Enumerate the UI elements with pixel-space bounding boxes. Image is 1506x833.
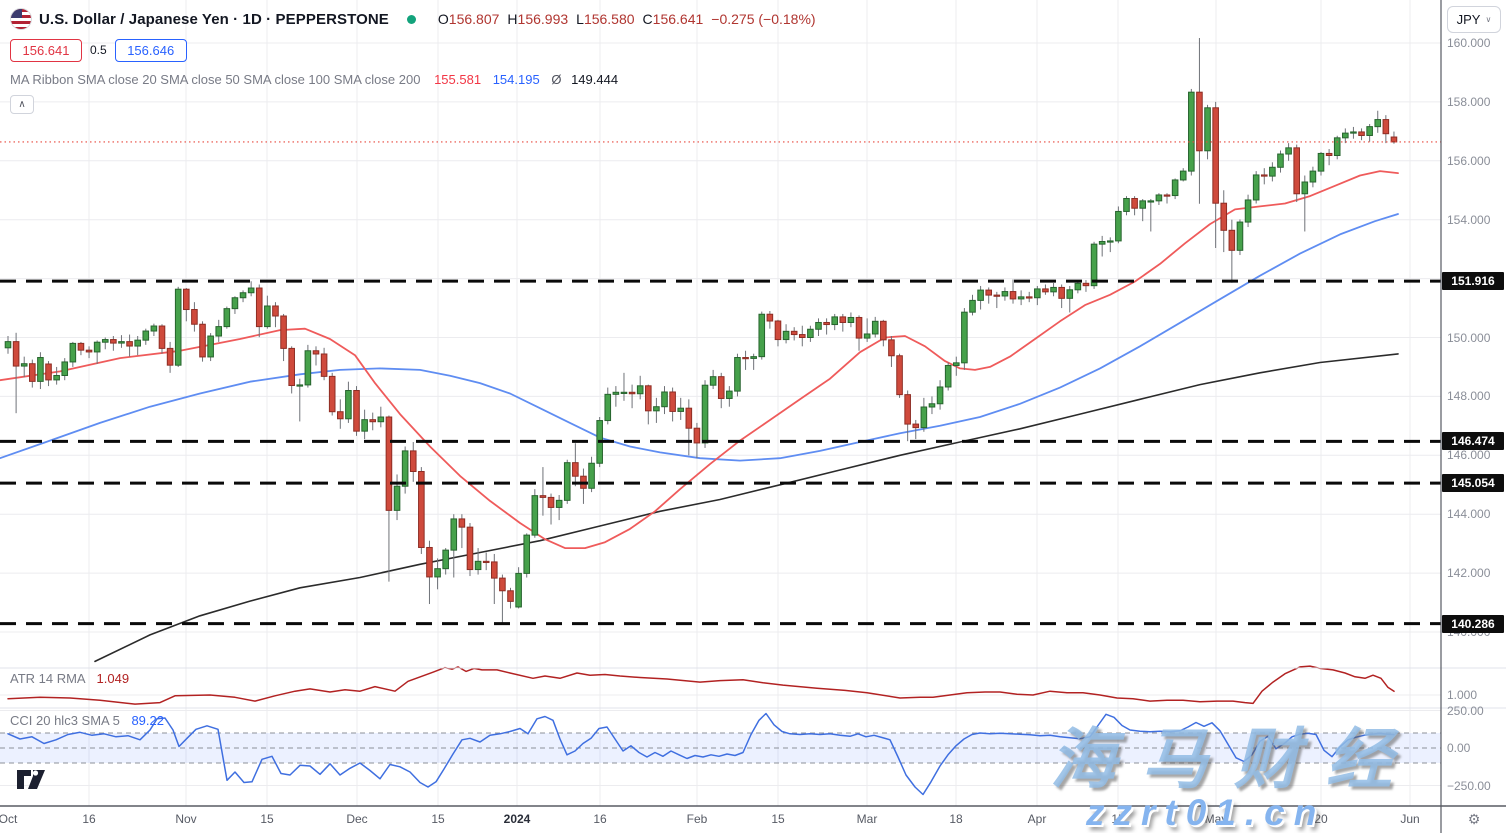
price-level-badge: 151.916 [1442,272,1504,291]
cci-legend: CCI 20 hlc3 SMA 5 89.22 [10,713,164,728]
time-axis-tick: 15 [431,812,445,826]
price-axis-tick: 144.000 [1447,507,1491,522]
ma-ribbon-value-200: 149.444 [571,72,619,87]
atr-label[interactable]: ATR 14 RMA [10,671,85,686]
time-axis-tick: 15 [771,812,785,826]
usd-flag-icon [10,8,32,30]
gear-icon[interactable]: ⚙ [1467,811,1481,827]
price-axis-tick: 142.000 [1447,566,1491,581]
ma-ribbon-label[interactable]: MA Ribbon SMA close 20 SMA close 50 SMA … [10,72,421,87]
price-axis-tick: 146.000 [1447,448,1491,463]
open-label: O [437,11,449,27]
ohlc-readout: O156.807 H156.993 L156.580 C156.641 −0.275 (… [430,11,816,27]
close-label: C [642,11,653,27]
buy-price-button[interactable]: 156.646 [114,38,187,62]
ma-ribbon-legend: MA Ribbon SMA close 20 SMA close 50 SMA … [10,72,816,87]
high-label: H [507,11,518,27]
time-axis-tick: 15 [260,812,274,826]
collapse-indicators-button[interactable]: ∧ [10,95,34,114]
time-axis-tick: Oct [0,812,18,826]
time-axis-tick: 20 [1314,812,1328,826]
price-axis-tick: 150.000 [1447,330,1491,345]
atr-value: 1.049 [96,671,130,686]
price-axis-tick: 148.000 [1447,389,1491,404]
price-axis-tick: 158.000 [1447,94,1491,109]
ma-ribbon-value-100: Ø [551,72,562,87]
time-axis-tick: 16 [593,812,607,826]
change-value: −0.275 (−0.18%) [711,11,816,27]
high-value: 156.993 [517,11,569,27]
time-axis-tick: May [1204,812,1228,826]
bid-ask-row: 156.641 0.5 156.646 [10,38,816,62]
time-axis-tick: Mar [856,812,878,826]
market-status-icon[interactable] [406,14,416,24]
time-axis-tick: Dec [346,812,368,826]
cci-axis-tick: −250.00 [1447,778,1491,793]
ma-ribbon-value-20: 155.581 [434,72,482,87]
time-axis-tick: Feb [686,812,708,826]
symbol-row: U.S. Dollar / Japanese Yen · 1D · PEPPER… [10,6,816,32]
price-level-badge: 145.054 [1442,474,1504,493]
price-axis-tick: 156.000 [1447,153,1491,168]
price-level-badge: 146.474 [1442,432,1504,451]
time-axis-tick: 15 [1111,812,1125,826]
sell-price-button[interactable]: 156.641 [10,38,82,62]
time-axis-tick: Apr [1027,812,1047,826]
low-label: L [576,11,584,27]
currency-axis-button[interactable]: JPY ∨ [1447,6,1501,33]
chevron-down-icon: ∨ [1485,15,1492,24]
time-axis-tick: Jun [1400,812,1420,826]
open-value: 156.807 [448,11,500,27]
close-value: 156.641 [652,11,704,27]
time-axis-tick: 16 [82,812,96,826]
tradingview-logo[interactable] [17,769,47,795]
atr-axis-tick: 1.000 [1447,688,1478,702]
symbol-title[interactable]: U.S. Dollar / Japanese Yen · 1D · PEPPER… [39,10,389,28]
currency-label: JPY [1456,12,1481,27]
price-level-badge: 140.286 [1442,614,1504,633]
cci-axis-tick: 250.00 [1447,703,1484,718]
time-axis-tick: Nov [175,812,197,826]
ma-ribbon-value-50: 154.195 [492,72,540,87]
price-axis-tick: 160.000 [1447,36,1491,50]
legend: U.S. Dollar / Japanese Yen · 1D · PEPPER… [10,6,816,114]
cci-value: 89.22 [131,713,164,728]
low-value: 156.580 [583,11,635,27]
time-axis-tick: 18 [949,812,963,826]
atr-legend: ATR 14 RMA 1.049 [10,671,129,686]
cci-label[interactable]: CCI 20 hlc3 SMA 5 [10,713,120,728]
cci-axis-tick: 0.00 [1447,741,1471,755]
price-axis-tick: 154.000 [1447,212,1491,227]
time-axis-tick: 2024 [503,812,531,826]
spread-value: 0.5 [90,43,107,57]
